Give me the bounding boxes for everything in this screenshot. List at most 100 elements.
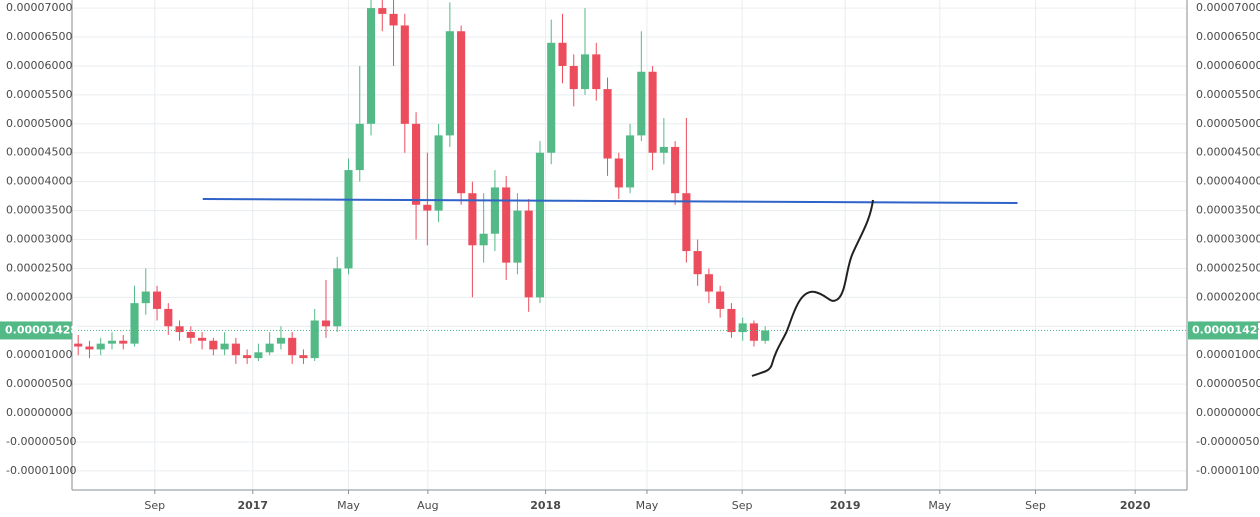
candle-body	[254, 352, 263, 359]
y-tick-label-right: 0.00006500	[1196, 30, 1260, 43]
hand-drawn-projection	[751, 199, 874, 377]
candle-body	[502, 187, 511, 263]
candle-body	[220, 343, 229, 350]
x-tick-label: 2017	[237, 499, 268, 512]
candle-body	[490, 187, 499, 234]
candle-body	[547, 42, 556, 153]
candle-body	[321, 320, 331, 327]
y-tick-label-right: 0.00006000	[1196, 59, 1260, 72]
y-tick-label-right: 0.00005000	[1196, 117, 1260, 130]
x-tick-label: May	[928, 499, 951, 512]
candle-body	[445, 31, 454, 136]
candle-body	[535, 152, 545, 298]
candle-body	[74, 343, 83, 347]
x-tick-label: May	[636, 499, 659, 512]
y-tick-label: 0.00007000	[6, 1, 72, 14]
y-tick-label-right: 0.00005500	[1196, 88, 1260, 101]
last-price-label: 0.00001428	[5, 323, 78, 336]
candle-body	[738, 323, 747, 333]
candle-body	[209, 340, 218, 350]
candle-body	[682, 193, 691, 252]
candle-body	[400, 25, 409, 124]
y-tick-label: 0.00005500	[6, 88, 72, 101]
candle-body	[603, 89, 612, 159]
candle-body	[164, 308, 173, 327]
trend-line	[202, 198, 1018, 205]
x-tick-label: Sep	[1025, 499, 1046, 512]
y-tick-label: 0.00006000	[6, 59, 72, 72]
candle-body	[152, 291, 162, 309]
candle-body	[614, 158, 623, 188]
candle-body	[107, 340, 117, 344]
y-tick-label: 0.00003000	[6, 233, 72, 246]
y-tick-label-right: 0.00000000	[1196, 406, 1260, 419]
candle-body	[761, 330, 770, 341]
last-price-box-right	[1188, 321, 1258, 340]
candle-body	[423, 204, 432, 211]
candle-body	[659, 146, 668, 153]
last-price-label-right: 0.00001428	[1192, 323, 1260, 336]
candle-body	[130, 303, 139, 344]
y-tick-label: 0.00006500	[6, 30, 72, 43]
candle-body	[558, 42, 567, 66]
candle-body	[85, 346, 94, 350]
candle-body	[96, 343, 105, 350]
candle-body	[749, 323, 759, 341]
candle-body	[513, 210, 522, 263]
candle-body	[344, 170, 353, 269]
candle-body	[175, 326, 184, 333]
candle-body	[333, 268, 342, 327]
candle-body	[186, 332, 195, 338]
y-tick-label: 0.00002500	[6, 261, 72, 274]
candle-body	[231, 343, 240, 356]
candle-body	[580, 54, 590, 90]
x-tick-label: Sep	[732, 499, 753, 512]
y-tick-label-right: 0.00004000	[1196, 175, 1260, 188]
y-tick-label: 0.00002000	[6, 290, 72, 303]
candle-body	[141, 291, 150, 304]
candle-body	[434, 135, 443, 211]
y-tick-label: -0.00000500	[6, 435, 76, 448]
y-tick-label-right: -0.00000500	[1196, 435, 1260, 448]
x-tick-label: May	[337, 499, 360, 512]
candle-body	[693, 251, 702, 275]
candles	[72, 0, 1187, 364]
candle-body	[299, 355, 308, 359]
y-tick-label: 0.00005000	[6, 117, 72, 130]
candle-body	[716, 291, 725, 309]
x-tick-label: 2020	[1120, 499, 1151, 512]
candle-body	[412, 123, 421, 205]
candle-body	[310, 320, 319, 359]
candle-body	[457, 31, 466, 194]
candle-body	[276, 337, 285, 344]
y-tick-label-right: 0.00002000	[1196, 290, 1260, 303]
x-tick-label: Sep	[144, 499, 165, 512]
y-tick-label: 0.00004500	[6, 146, 72, 159]
y-tick-label-right: 0.00001000	[1196, 348, 1260, 361]
y-tick-label-right: 0.00000500	[1196, 377, 1260, 390]
y-tick-label-right: 0.00007000	[1196, 1, 1260, 14]
candle-body	[243, 355, 252, 359]
candle-body	[119, 340, 128, 344]
y-tick-label: 0.00003500	[6, 204, 72, 217]
y-tick-label-right: -0.00001000	[1196, 464, 1260, 477]
y-tick-label-right: 0.00003500	[1196, 204, 1260, 217]
y-tick-label: 0.00000500	[6, 377, 72, 390]
y-tick-label-right: 0.00003000	[1196, 233, 1260, 246]
candle-body	[366, 8, 376, 124]
candle-body	[569, 65, 578, 90]
candle-body	[198, 337, 207, 341]
candle-body	[355, 123, 364, 171]
last-price-box	[0, 321, 72, 340]
candle-body	[524, 210, 533, 298]
candle-body	[704, 274, 713, 292]
y-tick-label: 0.00004000	[6, 175, 72, 188]
candle-body	[671, 146, 680, 194]
candle-body	[378, 8, 387, 14]
grid	[72, 0, 1187, 490]
x-tick-label: 2018	[530, 499, 561, 512]
candle-body	[468, 193, 477, 246]
